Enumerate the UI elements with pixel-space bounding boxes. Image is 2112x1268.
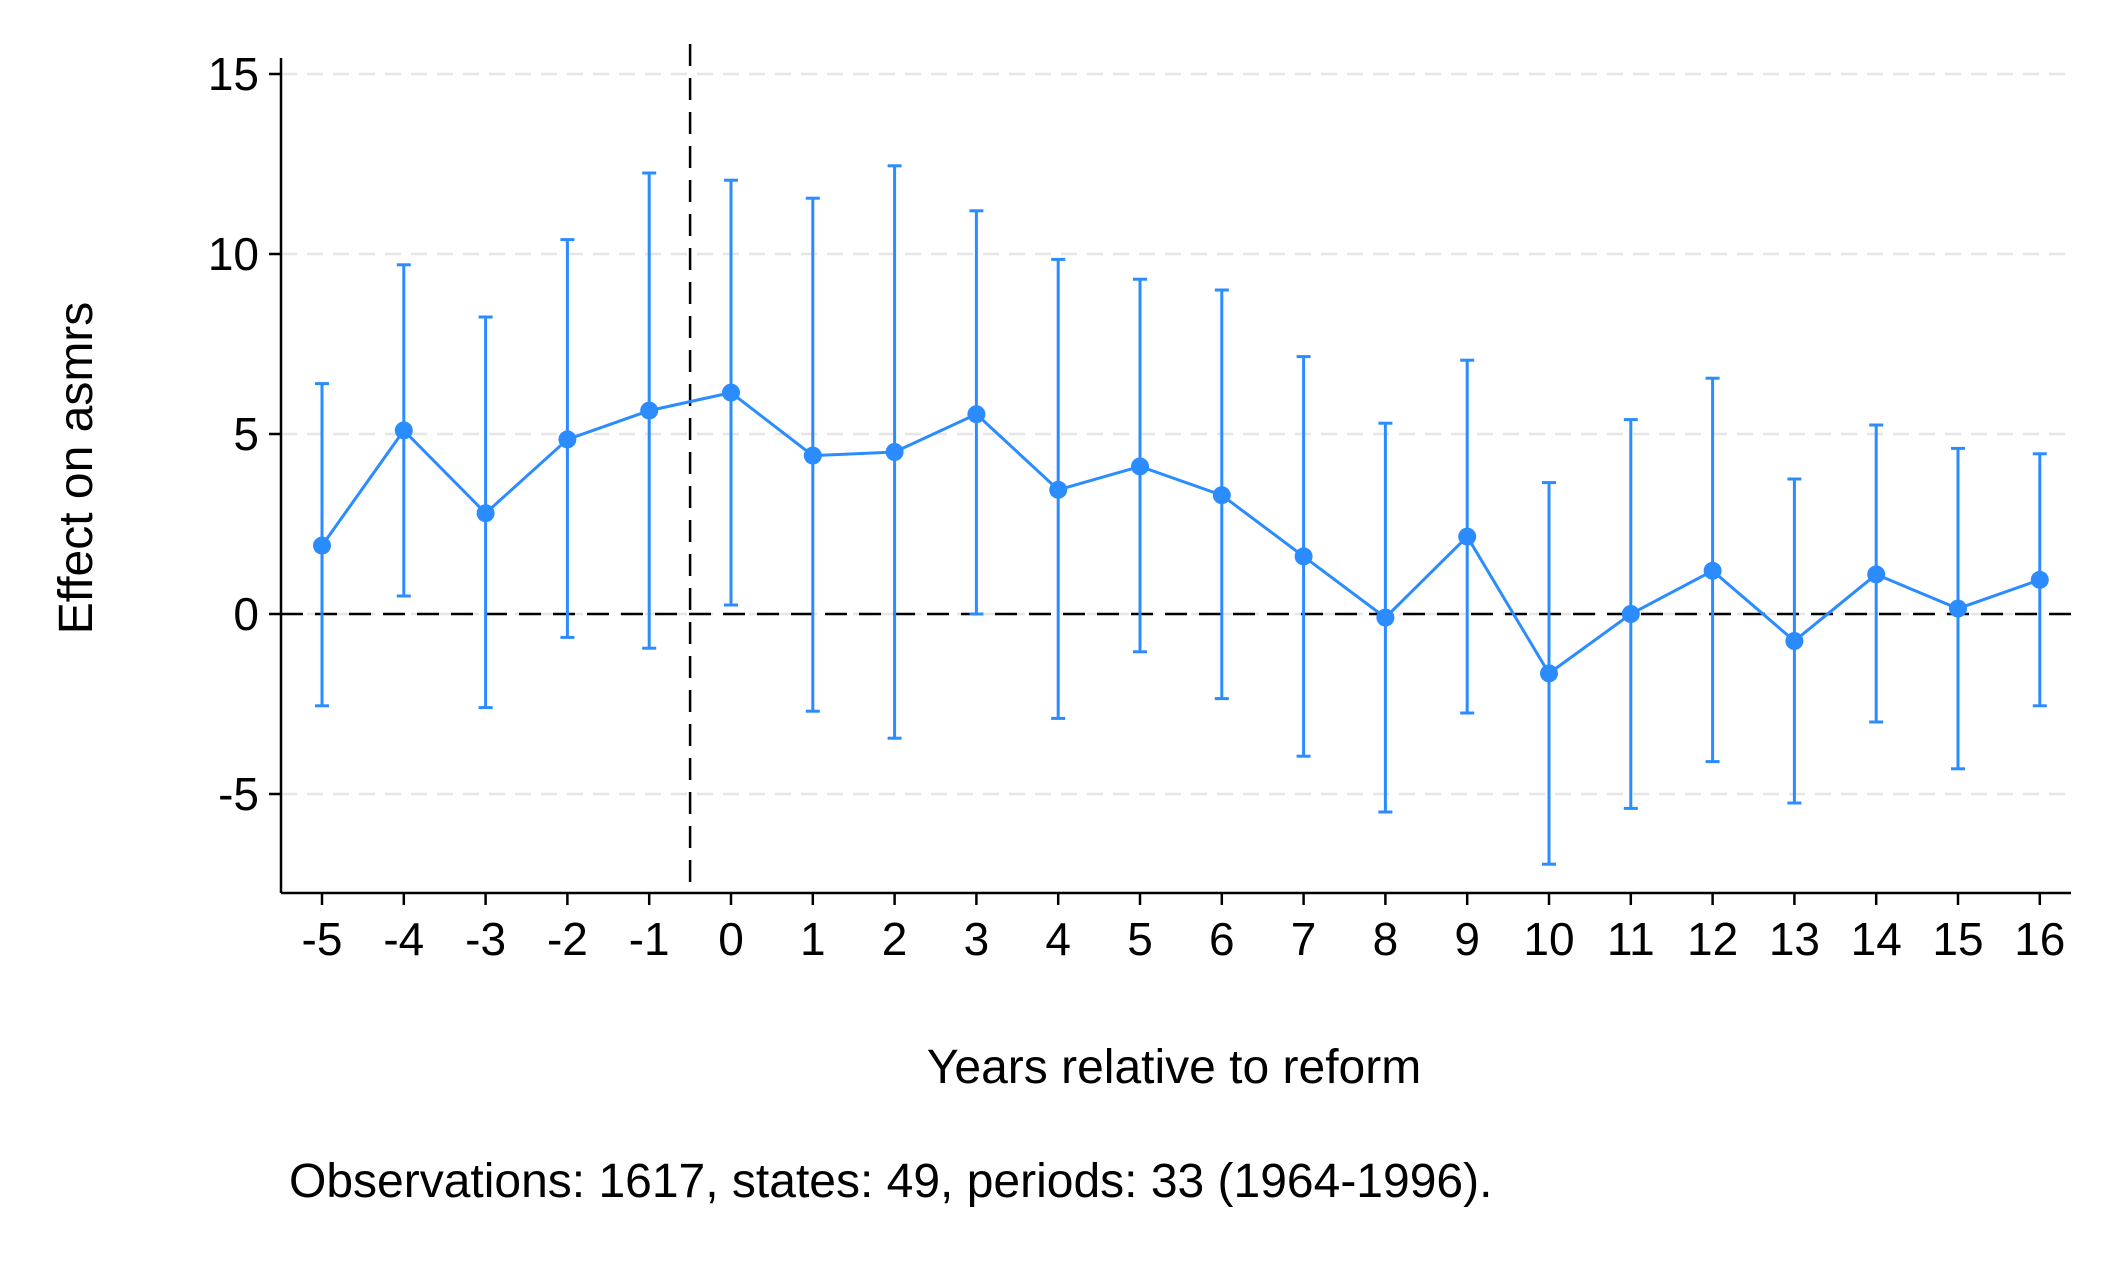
estimate-point [1949,599,1967,618]
axes [269,58,2071,905]
x-tick-label: 3 [964,913,990,965]
estimate-point [1621,605,1640,623]
x-tick-label: 5 [1127,913,1153,965]
estimate-point [1294,547,1313,566]
x-tick-label: 16 [2014,913,2065,965]
x-tick-label: 4 [1045,913,1071,965]
estimate-point [803,446,822,465]
x-tick-label: 8 [1373,913,1399,965]
x-tick-label: 7 [1291,913,1317,965]
x-tick-label: -2 [547,913,588,965]
estimate-point [1703,561,1722,580]
estimate-point [1376,608,1395,627]
chart-note: Observations: 1617, states: 49, periods:… [289,1155,1492,1208]
x-tick-label: 2 [882,913,908,965]
y-tick-label: 0 [233,588,259,640]
x-tick-label: 9 [1454,913,1480,965]
x-tick-label: 14 [1851,913,1902,965]
estimate-point [722,383,740,402]
estimate-point [1540,664,1558,683]
estimate-point [1131,457,1149,476]
x-tick-label: 1 [800,913,826,965]
estimate-point [1458,527,1477,546]
y-tick-label: 5 [233,408,259,460]
x-tick-label: -4 [383,913,424,965]
x-tick-label: 10 [1523,913,1574,965]
x-tick-label: -1 [629,913,670,965]
estimate-point [640,401,659,420]
x-axis-title: Years relative to reform [927,1041,1421,1094]
estimate-point [885,443,904,461]
x-tick-label: -5 [302,913,343,965]
x-tick-label: 12 [1687,913,1738,965]
estimate-point [394,421,413,440]
estimate-point [313,536,331,555]
y-tick-label: -5 [218,768,259,820]
series-estimates [313,164,2049,866]
estimate-point [1867,565,1886,584]
reference-lines [281,44,2071,893]
y-axis-title: Effect on asmrs [50,302,103,635]
x-tick-label: 6 [1209,913,1235,965]
x-tick-label: 15 [1932,913,1983,965]
estimate-line [320,390,2041,676]
estimate-point [2030,570,2049,589]
estimate-point [1049,480,1068,499]
estimate-point [1212,486,1231,505]
x-tick-label: 13 [1769,913,1820,965]
y-tick-label: 15 [208,48,259,100]
x-tick-label: 0 [718,913,744,965]
x-tick-label: 11 [1607,913,1655,965]
estimate-point [558,430,577,449]
estimate-point [1785,632,1804,650]
x-tick-label: -3 [465,913,506,965]
estimate-point [967,405,986,424]
y-tick-label: 10 [208,228,259,280]
estimate-point [476,504,495,523]
